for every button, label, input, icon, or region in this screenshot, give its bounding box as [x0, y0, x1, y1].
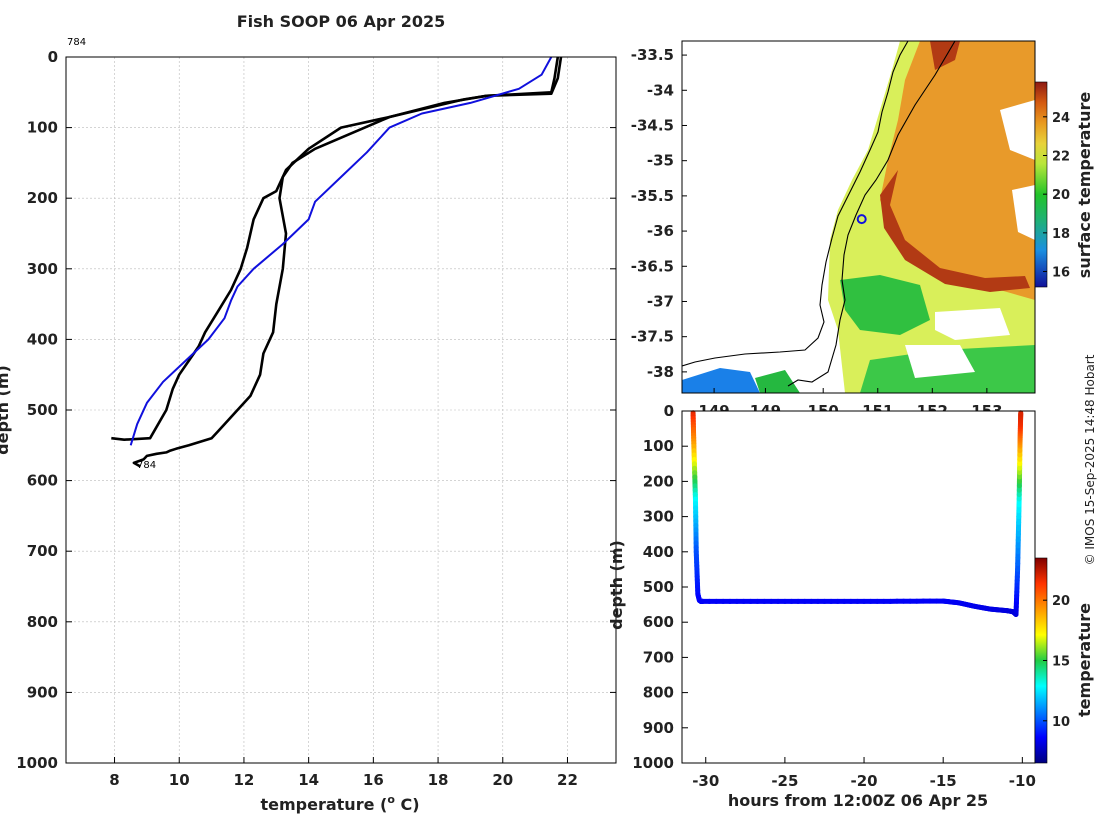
temperature-colorbar-tick-label: 15	[1052, 655, 1070, 670]
depth-time-y-tick-label: 200	[643, 472, 674, 490]
profile-chart: 8 10 12 14 16 18 20 22 0 100 200 300 400 500 600 700 800…	[0, 37, 617, 814]
profile-x-tick-label: 22	[557, 771, 578, 789]
sst-warm-core	[880, 41, 1035, 300]
map-y-tick-label: -35	[647, 152, 674, 170]
depth-time-y-tick-label: 300	[643, 508, 674, 526]
profile-y-tick-label: 200	[27, 189, 58, 207]
depth-time-x-tick-label: -30	[692, 772, 719, 790]
profile-x-tick-label: 12	[234, 771, 255, 789]
map-y-tick-label: -37	[647, 292, 674, 310]
profile-series-line	[111, 56, 563, 442]
map-y-tick-label: -35.5	[631, 187, 674, 205]
profile-top-annotation: 784	[67, 37, 86, 48]
profile-bottom-annotation: 784	[137, 460, 156, 471]
profile-y-tick-label: 800	[27, 613, 58, 631]
map-y-tick-label: -36	[647, 222, 674, 240]
profile-y-label: depth (m)	[0, 365, 12, 455]
map-y-tick-label: -38	[647, 363, 674, 381]
profile-x-tick-label: 10	[169, 771, 190, 789]
map-colorbar-tick-label: 24	[1052, 111, 1070, 126]
profile-y-tick-label: 900	[27, 683, 58, 701]
sst-south-cloud	[905, 345, 975, 378]
depth-time-y-tick-label: 100	[643, 437, 674, 455]
map-colorbar	[1034, 81, 1048, 288]
sst-cold-water	[682, 368, 760, 393]
profile-y-tick-label: 0	[48, 48, 58, 66]
sst-map: -33.5 -34 -34.5 -35 -35.5 -36 -36.5 -37 -37.5 -38…	[631, 40, 1094, 420]
depth-time-plot-area	[682, 411, 1035, 763]
ship-track	[787, 41, 956, 387]
depth-time-y-tick-label: 400	[643, 543, 674, 561]
map-colorbar-tick-label: 20	[1052, 188, 1070, 203]
profile-x-label: temperature (o C)	[260, 793, 419, 814]
profile-x-tick-label: 20	[492, 771, 513, 789]
map-y-tick-label: -33.5	[631, 46, 674, 64]
depth-time-x-tick-label: -20	[850, 772, 877, 790]
profile-x-tick-label: 14	[298, 771, 319, 789]
map-y-tick-label: -34	[647, 81, 674, 99]
depth-time-y-tick-label: 500	[643, 578, 674, 596]
map-position-marker	[856, 214, 867, 225]
depth-time-y-tick-label: 1000	[632, 754, 674, 772]
sst-cloud-gap	[935, 308, 1010, 340]
profile-y-tick-label: 600	[27, 472, 58, 490]
profile-series-line	[129, 56, 553, 446]
temperature-colorbar-tick-label: 20	[1052, 594, 1070, 609]
depth-time-y-tick-label: 0	[664, 402, 674, 420]
map-y-tick-label: -36.5	[631, 257, 674, 275]
map-colorbar-label: surface temperature	[1075, 92, 1094, 279]
depth-time-y-tick-label: 900	[643, 719, 674, 737]
depth-time-y-tick-label: 600	[643, 613, 674, 631]
figure-title: Fish SOOP 06 Apr 2025	[237, 12, 446, 31]
map-y-tick-label: -37.5	[631, 328, 674, 346]
depth-time-y-tick-label: 800	[643, 684, 674, 702]
map-y-tick-label: -34.5	[631, 116, 674, 134]
profile-plot-area	[66, 57, 616, 763]
sst-east-cloud-2	[1012, 185, 1035, 240]
profile-y-tick-label: 1000	[16, 754, 58, 772]
sst-north-hot	[930, 41, 960, 70]
depth-time-x-tick-label: -15	[930, 772, 957, 790]
sst-eddy-front	[880, 170, 1030, 292]
depth-time-y-tick-label: 700	[643, 648, 674, 666]
profile-y-tick-label: 500	[27, 401, 58, 419]
sst-east-cloud	[1000, 100, 1035, 160]
imos-credit: © IMOS 15-Sep-2025 14:48 Hobart	[1083, 354, 1097, 565]
sst-field	[682, 41, 1035, 393]
depth-time-x-label: hours from 12:00Z 06 Apr 25	[728, 791, 988, 810]
profile-y-tick-label: 700	[27, 542, 58, 560]
profile-x-tick-label: 16	[363, 771, 384, 789]
map-colorbar-tick-label: 18	[1052, 227, 1070, 242]
temperature-colorbar-label: temperature	[1075, 603, 1094, 717]
depth-time-y-label: depth (m)	[607, 540, 626, 630]
depth-time-x-tick-label: -25	[771, 772, 798, 790]
profile-y-tick-label: 400	[27, 330, 58, 348]
sst-green-patch	[840, 275, 930, 335]
map-colorbar-tick-label: 22	[1052, 149, 1070, 164]
profile-y-tick-label: 100	[27, 119, 58, 137]
sst-cold-green	[755, 370, 800, 393]
profile-y-tick-label: 300	[27, 260, 58, 278]
profile-x-tick-label: 18	[428, 771, 449, 789]
profile-x-tick-label: 8	[109, 771, 119, 789]
map-colorbar-tick-label: 16	[1052, 266, 1070, 281]
temperature-colorbar-tick-label: 10	[1052, 715, 1070, 730]
coastline	[682, 41, 909, 367]
depth-time-chart: -30 -25 -20 -15 -10 0 100 200 300 400 500 600 700 800…	[607, 402, 1094, 810]
depth-time-x-tick-label: -10	[1009, 772, 1036, 790]
